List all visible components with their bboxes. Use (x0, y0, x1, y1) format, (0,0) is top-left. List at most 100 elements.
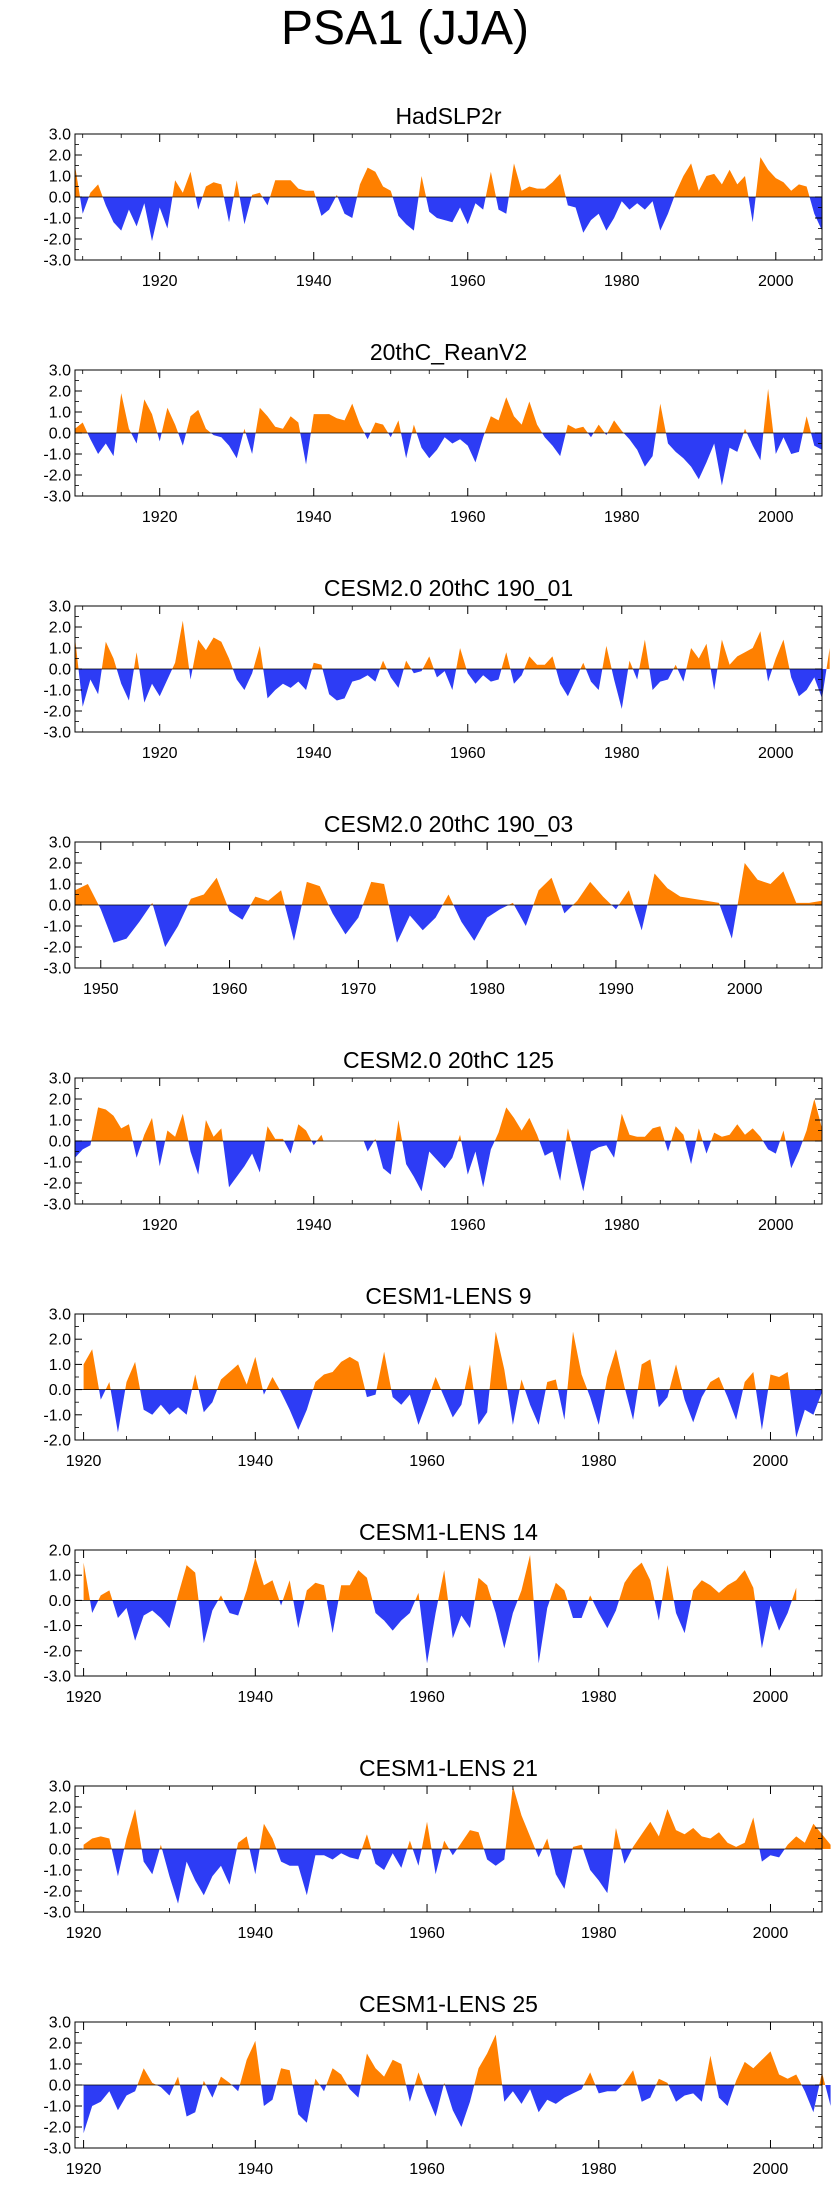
positive-anomaly-area (403, 660, 412, 669)
negative-anomaly-area (682, 1389, 707, 1423)
panel-title: CESM1-LENS 25 (359, 1991, 538, 2017)
y-tick-label: 3.0 (49, 363, 71, 380)
positive-anomaly-area (485, 171, 496, 197)
positive-anomaly-area (265, 1126, 285, 1141)
negative-anomaly-area (510, 669, 525, 684)
panel-title: CESM1-LENS 14 (359, 1519, 538, 1545)
y-tick-label: 0.0 (49, 662, 71, 679)
x-tick-label: 2000 (753, 1925, 789, 1942)
positive-anomaly-area (605, 1349, 626, 1390)
panel-2: CESM2.0 20thC 190_01 3.0 2.0 1.0 0.0 -1.0 -2.0… (43, 575, 830, 762)
positive-anomaly-area (138, 399, 158, 433)
negative-anomaly-area (426, 197, 486, 225)
negative-anomaly-area (322, 669, 380, 701)
positive-anomaly-area (442, 1840, 450, 1849)
negative-anomaly-area (372, 1600, 416, 1631)
positive-anomaly-area (75, 637, 79, 669)
x-tick-label: 1960 (409, 2161, 445, 2178)
negative-anomaly-area (755, 1389, 769, 1430)
negative-anomaly-area (611, 669, 629, 709)
positive-anomaly-area (617, 1113, 665, 1141)
negative-anomaly-area (440, 1389, 465, 1418)
negative-anomaly-area (179, 2085, 203, 2117)
negative-anomaly-area (789, 1389, 822, 1438)
y-tick-label: -2.0 (43, 1176, 71, 1193)
negative-anomaly-area (87, 433, 117, 457)
negative-anomaly-area (375, 1141, 396, 1175)
panel-3: CESM2.0 20thC 190_03 3.0 2.0 1.0 0.0 -1.0 -2.0… (43, 811, 823, 998)
panel-7: CESM1-LENS 21 3.0 2.0 1.0 0.0 -1.0 -2.0 -3.0 192… (43, 1755, 831, 1942)
negative-anomaly-area (685, 1141, 697, 1165)
positive-anomaly-area (772, 639, 790, 669)
negative-anomaly-area (423, 2085, 444, 2117)
positive-anomaly-area (105, 1382, 111, 1390)
positive-anomaly-area (474, 2034, 503, 2085)
positive-anomaly-area (489, 1331, 508, 1390)
negative-anomaly-area (189, 669, 193, 680)
x-tick-label: 1940 (296, 745, 332, 762)
x-tick-label: 1940 (238, 1453, 274, 1470)
positive-anomaly-area (565, 424, 588, 433)
positive-anomaly-area (335, 194, 338, 197)
panel-0: HadSLP2r 3.0 2.0 1.0 0.0 -1.0 -2.0 -3.0 1920 1940… (43, 103, 823, 290)
positive-anomaly-area (83, 1836, 112, 1849)
positive-anomaly-area (376, 1351, 392, 1390)
negative-anomaly-area (587, 433, 594, 438)
positive-anomaly-area (508, 163, 566, 197)
negative-anomaly-area (371, 1849, 408, 1870)
positive-anomaly-area (83, 1562, 91, 1601)
y-tick-label: 2.0 (49, 1092, 71, 1109)
positive-anomaly-area (711, 1124, 763, 1141)
negative-anomaly-area (623, 433, 656, 467)
positive-anomaly-area (674, 163, 749, 197)
x-tick-label: 1980 (581, 1689, 617, 1706)
positive-anomaly-area (542, 1838, 550, 1849)
negative-anomaly-area (249, 1849, 260, 1875)
positive-anomaly-area (392, 420, 402, 433)
positive-anomaly-area (414, 2072, 424, 2085)
negative-anomaly-area (188, 1141, 203, 1175)
negative-anomaly-area (198, 1600, 219, 1644)
positive-anomaly-area (704, 2055, 717, 2085)
positive-anomaly-area (255, 407, 301, 433)
y-tick-label: 2.0 (49, 1543, 71, 1560)
negative-anomaly-area (364, 433, 371, 440)
y-tick-label: 0.0 (49, 898, 71, 915)
positive-anomaly-area (124, 1809, 142, 1849)
figure-title: PSA1 (JJA) (281, 2, 529, 55)
negative-anomaly-area (83, 2085, 138, 2134)
negative-anomaly-area (392, 197, 419, 231)
positive-anomaly-area (686, 643, 711, 669)
negative-anomaly-area (449, 1849, 458, 1856)
positive-anomaly-area (313, 1356, 366, 1390)
panel-title: CESM1-LENS 9 (365, 1283, 531, 1309)
positive-anomaly-area (456, 648, 467, 669)
y-tick-label: 1.0 (49, 1357, 71, 1374)
y-tick-label: 3.0 (49, 2015, 71, 2032)
positive-anomaly-area (293, 1124, 312, 1141)
positive-anomaly-area (717, 631, 767, 669)
negative-anomaly-area (567, 1600, 589, 1619)
panel-5: CESM1-LENS 9 3.0 2.0 1.0 0.0 -1.0 -2.0 1920 1940… (43, 1283, 823, 1470)
y-tick-label: 2.0 (49, 148, 71, 165)
positive-anomaly-area (338, 1570, 373, 1601)
y-tick-label: -1.0 (43, 1618, 71, 1635)
negative-anomaly-area (198, 1389, 218, 1413)
negative-anomaly-area (337, 197, 358, 218)
negative-anomaly-area (533, 1600, 550, 1664)
positive-anomaly-area (669, 1364, 683, 1390)
y-tick-label: 3.0 (49, 1779, 71, 1796)
positive-anomaly-area (768, 1371, 790, 1390)
positive-anomaly-area (572, 1844, 584, 1849)
positive-anomaly-area (784, 1823, 831, 1849)
positive-anomaly-area (656, 2078, 669, 2085)
negative-anomaly-area (211, 433, 244, 459)
negative-anomaly-area (231, 2085, 240, 2092)
positive-anomaly-area (276, 2068, 293, 2085)
negative-anomaly-area (587, 1389, 606, 1425)
negative-anomaly-area (152, 905, 188, 947)
positive-anomaly-area (133, 652, 140, 669)
positive-anomaly-area (484, 397, 543, 433)
y-tick-label: -3.0 (43, 961, 71, 978)
negative-anomaly-area (502, 2085, 584, 2113)
